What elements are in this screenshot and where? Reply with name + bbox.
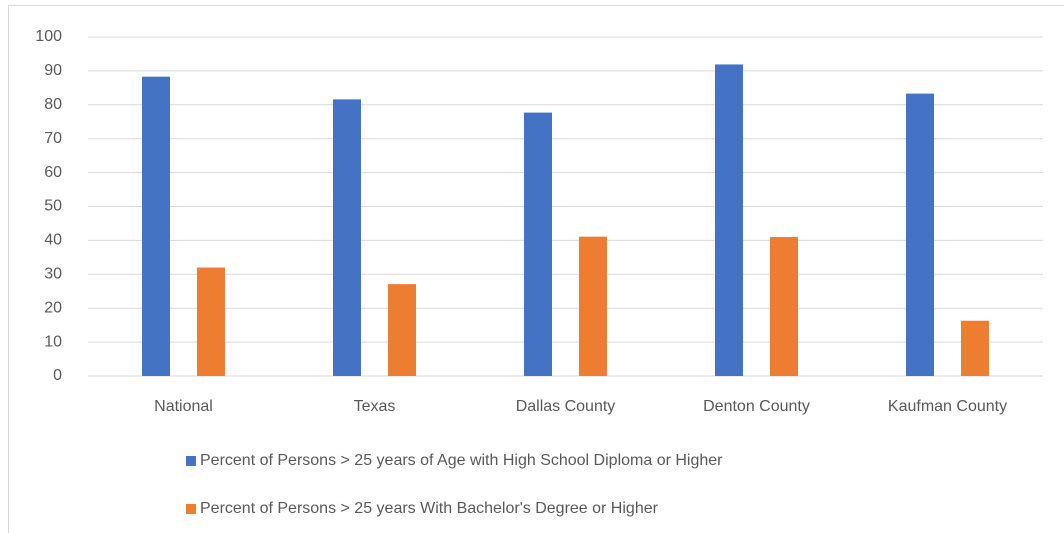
x-tick-label: Dallas County bbox=[516, 398, 616, 415]
y-tick-label: 0 bbox=[53, 367, 62, 384]
bar bbox=[579, 236, 607, 376]
y-tick-label: 80 bbox=[44, 96, 62, 113]
y-tick-label: 100 bbox=[35, 28, 62, 45]
y-tick-label: 40 bbox=[44, 232, 62, 249]
y-tick-label: 10 bbox=[44, 333, 62, 350]
y-tick-label: 70 bbox=[44, 130, 62, 147]
legend-swatch bbox=[186, 504, 196, 514]
x-tick-label: Kaufman County bbox=[888, 398, 1007, 415]
x-tick-label: Texas bbox=[354, 398, 396, 415]
bar bbox=[524, 112, 552, 377]
bar bbox=[333, 99, 361, 376]
x-tick-label: National bbox=[154, 398, 213, 415]
bar bbox=[906, 93, 934, 376]
bar bbox=[715, 64, 743, 377]
y-tick-label: 30 bbox=[44, 266, 62, 283]
chart-frame bbox=[8, 5, 1064, 533]
legend-label: Percent of Persons > 25 years With Bache… bbox=[200, 500, 659, 517]
y-tick-label: 20 bbox=[44, 299, 62, 316]
bar bbox=[770, 237, 798, 376]
bar bbox=[197, 267, 225, 376]
bar bbox=[388, 284, 416, 376]
x-tick-label: Denton County bbox=[703, 398, 810, 415]
y-tick-label: 90 bbox=[44, 62, 62, 79]
y-tick-label: 60 bbox=[44, 164, 62, 181]
bar bbox=[142, 76, 170, 377]
legend-label: Percent of Persons > 25 years of Age wit… bbox=[200, 452, 723, 469]
legend-swatch bbox=[186, 456, 196, 466]
y-tick-label: 50 bbox=[44, 198, 62, 215]
bar bbox=[961, 320, 989, 376]
